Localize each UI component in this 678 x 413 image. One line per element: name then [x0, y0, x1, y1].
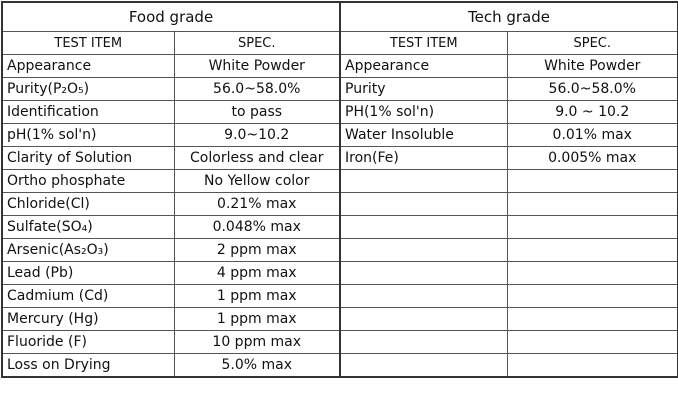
table-row: Purity(P₂O₅) 56.0~58.0% Purity 56.0~58.0%	[1, 77, 678, 101]
spec	[506, 238, 678, 262]
spec: Colorless and clear	[173, 146, 341, 170]
spec: to pass	[173, 100, 341, 124]
column-header: TEST ITEM	[339, 31, 508, 55]
spec	[506, 307, 678, 331]
spec: 4 ppm max	[173, 261, 341, 285]
test-item: Water Insoluble	[339, 123, 508, 147]
test-item: Purity(P₂O₅)	[1, 77, 175, 101]
spec: 1 ppm max	[173, 307, 341, 331]
spec	[506, 330, 678, 354]
table-body: Food grade Tech grade TEST ITEM SPEC. TEST I…	[1, 1, 678, 378]
section-title: Food grade	[1, 1, 341, 32]
test-item	[339, 238, 508, 262]
test-item	[339, 284, 508, 308]
test-item: Loss on Drying	[1, 353, 175, 378]
test-item	[339, 330, 508, 354]
spec	[506, 192, 678, 216]
spec: 56.0~58.0%	[506, 77, 678, 101]
table-row: Cadmium (Cd) 1 ppm max	[1, 284, 678, 308]
test-item: Ortho phosphate	[1, 169, 175, 193]
spec: 0.048% max	[173, 215, 341, 239]
table-row: Loss on Drying 5.0% max	[1, 353, 678, 378]
spec	[506, 215, 678, 239]
spec	[506, 261, 678, 285]
test-item: Identification	[1, 100, 175, 124]
test-item: Chloride(Cl)	[1, 192, 175, 216]
section-title: Tech grade	[339, 1, 678, 32]
table-row: Ortho phosphate No Yellow color	[1, 169, 678, 193]
table-row: Food grade Tech grade	[1, 1, 678, 32]
spec: 5.0% max	[173, 353, 341, 378]
test-item	[339, 192, 508, 216]
spec: No Yellow color	[173, 169, 341, 193]
test-item: pH(1% sol'n)	[1, 123, 175, 147]
test-item	[339, 261, 508, 285]
table-row: Fluoride (F) 10 ppm max	[1, 330, 678, 354]
spec: 9.0~10.2	[173, 123, 341, 147]
test-item: Arsenic(As₂O₃)	[1, 238, 175, 262]
test-item: Fluoride (F)	[1, 330, 175, 354]
test-item: Appearance	[1, 54, 175, 78]
spec: White Powder	[506, 54, 678, 78]
table-row: Identification to pass PH(1% sol'n) 9.0 ~ 1…	[1, 100, 678, 124]
test-item	[339, 353, 508, 378]
table-row: TEST ITEM SPEC. TEST ITEM SPEC.	[1, 31, 678, 55]
spec: 0.21% max	[173, 192, 341, 216]
test-item: Iron(Fe)	[339, 146, 508, 170]
test-item: Lead (Pb)	[1, 261, 175, 285]
spec: White Powder	[173, 54, 341, 78]
table-row: Sulfate(SO₄) 0.048% max	[1, 215, 678, 239]
test-item: Cadmium (Cd)	[1, 284, 175, 308]
test-item: PH(1% sol'n)	[339, 100, 508, 124]
spec: 0.005% max	[506, 146, 678, 170]
spec: 1 ppm max	[173, 284, 341, 308]
test-item: Clarity of Solution	[1, 146, 175, 170]
table-row: Appearance White Powder Appearance White Po…	[1, 54, 678, 78]
spec: 2 ppm max	[173, 238, 341, 262]
spec: 0.01% max	[506, 123, 678, 147]
spec	[506, 284, 678, 308]
column-header: SPEC.	[506, 31, 678, 55]
test-item	[339, 169, 508, 193]
test-item: Mercury (Hg)	[1, 307, 175, 331]
table-row: Chloride(Cl) 0.21% max	[1, 192, 678, 216]
table-row: Arsenic(As₂O₃) 2 ppm max	[1, 238, 678, 262]
table-row: Mercury (Hg) 1 ppm max	[1, 307, 678, 331]
spec-table: Food grade Tech grade TEST ITEM SPEC. TEST I…	[1, 1, 678, 378]
test-item: Appearance	[339, 54, 508, 78]
column-header: SPEC.	[173, 31, 341, 55]
spec	[506, 353, 678, 378]
test-item	[339, 307, 508, 331]
test-item	[339, 215, 508, 239]
spec: 10 ppm max	[173, 330, 341, 354]
table-row: Lead (Pb) 4 ppm max	[1, 261, 678, 285]
spec: 9.0 ~ 10.2	[506, 100, 678, 124]
test-item: Sulfate(SO₄)	[1, 215, 175, 239]
column-header: TEST ITEM	[1, 31, 175, 55]
test-item: Purity	[339, 77, 508, 101]
spec	[506, 169, 678, 193]
table-row: Clarity of Solution Colorless and clear Ir…	[1, 146, 678, 170]
spec: 56.0~58.0%	[173, 77, 341, 101]
table-row: pH(1% sol'n) 9.0~10.2 Water Insoluble 0.01%…	[1, 123, 678, 147]
